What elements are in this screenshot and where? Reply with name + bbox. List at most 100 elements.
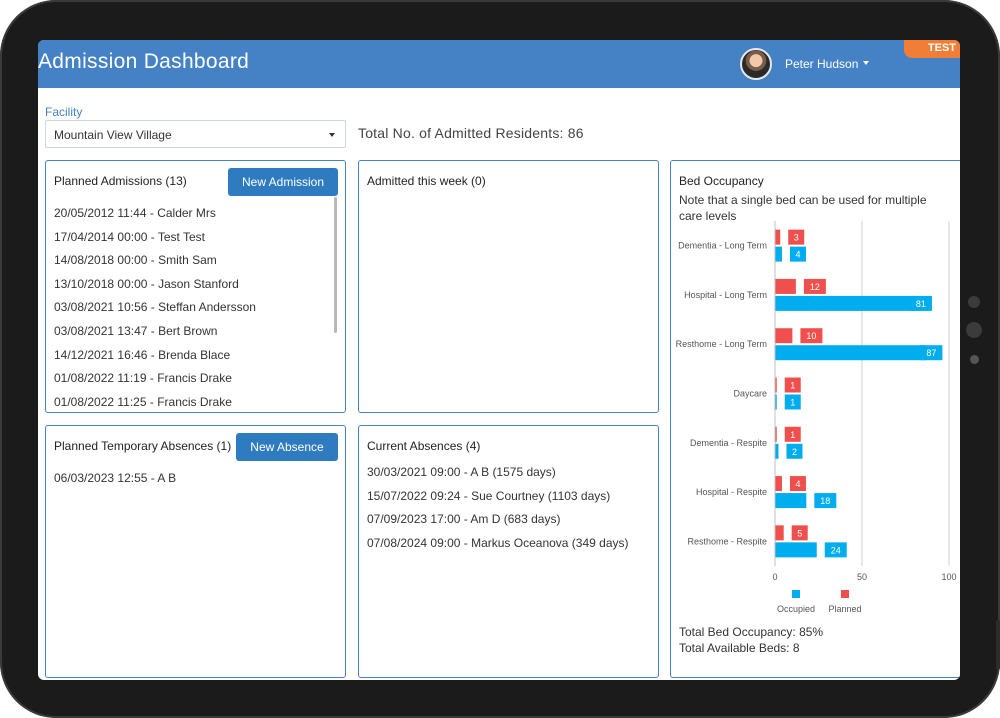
data-label: 1: [790, 398, 795, 408]
chevron-down-icon[interactable]: [863, 61, 869, 65]
data-label: 1: [790, 381, 795, 391]
facility-selected-value: Mountain View Village: [54, 128, 172, 142]
x-tick-label: 0: [772, 572, 777, 582]
y-category-label: Dementia - Long Term: [678, 241, 767, 251]
data-label: 2: [792, 447, 797, 457]
data-label: 4: [795, 250, 800, 260]
data-label-box: [784, 394, 801, 410]
list-item[interactable]: 20/05/2012 11:44 - Calder Mrs: [54, 206, 216, 220]
panel-title: Current Absences (4): [367, 439, 481, 453]
data-label-box: [800, 328, 823, 344]
planned-bar: [775, 476, 782, 492]
list-item[interactable]: 06/03/2023 12:55 - A B: [54, 471, 177, 485]
data-label: 10: [806, 331, 816, 341]
data-label-box: [789, 246, 806, 262]
data-label: 24: [831, 545, 841, 555]
data-label-box: [920, 345, 943, 361]
occupied-bar: [775, 493, 807, 509]
panel-title: Planned Temporary Absences (1): [54, 439, 232, 453]
occupied-bar: [775, 246, 782, 262]
occupied-bar: [775, 295, 916, 311]
panel-title: Bed Occupancy: [679, 174, 764, 188]
data-label: 1: [790, 430, 795, 440]
list-item[interactable]: 13/10/2018 00:00 - Jason Stanford: [54, 276, 239, 291]
chevron-down-icon: [329, 133, 335, 137]
y-category-label: Dementia - Respite: [690, 438, 767, 448]
admitted-this-week-panel: Admitted this week (0): [358, 160, 659, 413]
y-category-label: Resthome - Respite: [687, 536, 767, 546]
list-item[interactable]: 01/08/2022 11:19 - Francis Drake: [54, 371, 232, 386]
data-label-box: [784, 426, 801, 442]
planned-admissions-list: 20/05/2012 11:44 - Calder Mrs 17/04/2014 …: [54, 206, 256, 412]
current-absences-panel: Current Absences (4) 30/03/2021 09:00 - …: [358, 425, 659, 678]
new-absence-button[interactable]: New Absence: [236, 433, 338, 461]
y-category-label: Hospital - Respite: [696, 487, 767, 497]
data-label-box: [789, 476, 806, 492]
total-available-beds: Total Available Beds: 8: [679, 641, 800, 655]
chart-note: Note that a single bed can be used for m…: [679, 193, 927, 223]
list-item[interactable]: 03/08/2021 13:47 - Bert Brown: [54, 323, 218, 338]
x-tick-label: 100: [941, 572, 956, 582]
environment-badge: TEST: [904, 40, 960, 58]
side-button-top: [968, 296, 980, 308]
data-label-box: [786, 443, 803, 459]
current-absences-list: 30/03/2021 09:00 - A B (1575 days) 15/07/…: [367, 465, 629, 559]
screen: Admission Dashboard Peter Hudson TEST Fa…: [38, 40, 960, 680]
data-label-box: [784, 377, 801, 393]
planned-bar: [775, 426, 777, 442]
side-button-bottom: [970, 355, 979, 364]
list-item[interactable]: 07/09/2023 17:00 - Am D (683 days): [367, 512, 561, 527]
user-menu[interactable]: Peter Hudson: [785, 57, 859, 71]
planned-admissions-panel: Planned Admissions (13) New Admission 20…: [45, 160, 346, 413]
avatar[interactable]: [740, 48, 772, 80]
data-label-box: [803, 278, 826, 294]
occupied-bar: [775, 443, 779, 459]
list-item[interactable]: 07/08/2024 09:00 - Markus Oceanova (349 …: [367, 535, 629, 550]
legend-swatch-occupied: [792, 590, 800, 598]
list-item[interactable]: 14/08/2018 00:00 - Smith Sam: [54, 253, 217, 268]
side-button-middle: [966, 322, 982, 338]
new-admission-button[interactable]: New Admission: [228, 168, 338, 196]
occupied-bar: [775, 394, 777, 410]
planned-bar: [775, 525, 784, 541]
facility-select[interactable]: Mountain View Village: [45, 120, 346, 148]
data-label: 5: [797, 528, 802, 538]
panel-title: Admitted this week (0): [367, 174, 486, 188]
planned-bar: [775, 278, 796, 294]
bed-occupancy-chart: 0 50 100 Dementia - Long Term 3 4 Hospital - L…: [676, 221, 957, 614]
planned-bar: [775, 229, 781, 245]
list-item[interactable]: 15/07/2022 09:24 - Sue Courtney (1103 da…: [367, 488, 611, 503]
y-category-label: Resthome - Long Term: [676, 339, 767, 349]
list-item[interactable]: 30/03/2021 09:00 - A B (1575 days): [367, 465, 556, 479]
facility-label: Facility: [45, 105, 83, 119]
occupied-bar: [775, 542, 817, 558]
data-label: 87: [926, 348, 936, 358]
legend-label-planned: Planned: [828, 604, 861, 614]
list-item[interactable]: 03/08/2021 10:56 - Steffan Andersson: [54, 300, 256, 315]
data-label: 18: [820, 496, 830, 506]
list-item[interactable]: 01/08/2022 11:25 - Francis Drake: [54, 394, 232, 409]
planned-bar: [775, 328, 793, 344]
data-label: 81: [916, 299, 926, 309]
planned-absences-panel: Planned Temporary Absences (1) New Absen…: [45, 425, 346, 678]
page-title: Admission Dashboard: [38, 50, 250, 73]
planned-bar: [775, 377, 777, 393]
planned-absences-list: 06/03/2023 12:55 - A B: [54, 471, 176, 495]
app-header: Admission Dashboard Peter Hudson TEST: [38, 40, 960, 88]
bed-occupancy-panel: Bed Occupancy Note that a single bed can…: [670, 160, 960, 678]
data-label-box: [814, 493, 837, 509]
legend-label-occupied: Occupied: [777, 604, 815, 614]
side-volume-bar: [996, 620, 1000, 670]
occupied-bar: [775, 345, 927, 361]
x-tick-label: 50: [857, 572, 867, 582]
data-label-box: [824, 542, 847, 558]
data-label: 4: [795, 479, 800, 489]
scrollbar[interactable]: [334, 197, 337, 333]
y-category-label: Daycare: [733, 389, 767, 399]
list-item[interactable]: 17/04/2014 00:00 - Test Test: [54, 229, 206, 244]
list-item[interactable]: 14/12/2021 16:46 - Brenda Blace: [54, 347, 231, 362]
data-label-box: [788, 229, 805, 245]
y-category-label: Hospital - Long Term: [684, 290, 767, 300]
data-label: 3: [794, 233, 799, 243]
